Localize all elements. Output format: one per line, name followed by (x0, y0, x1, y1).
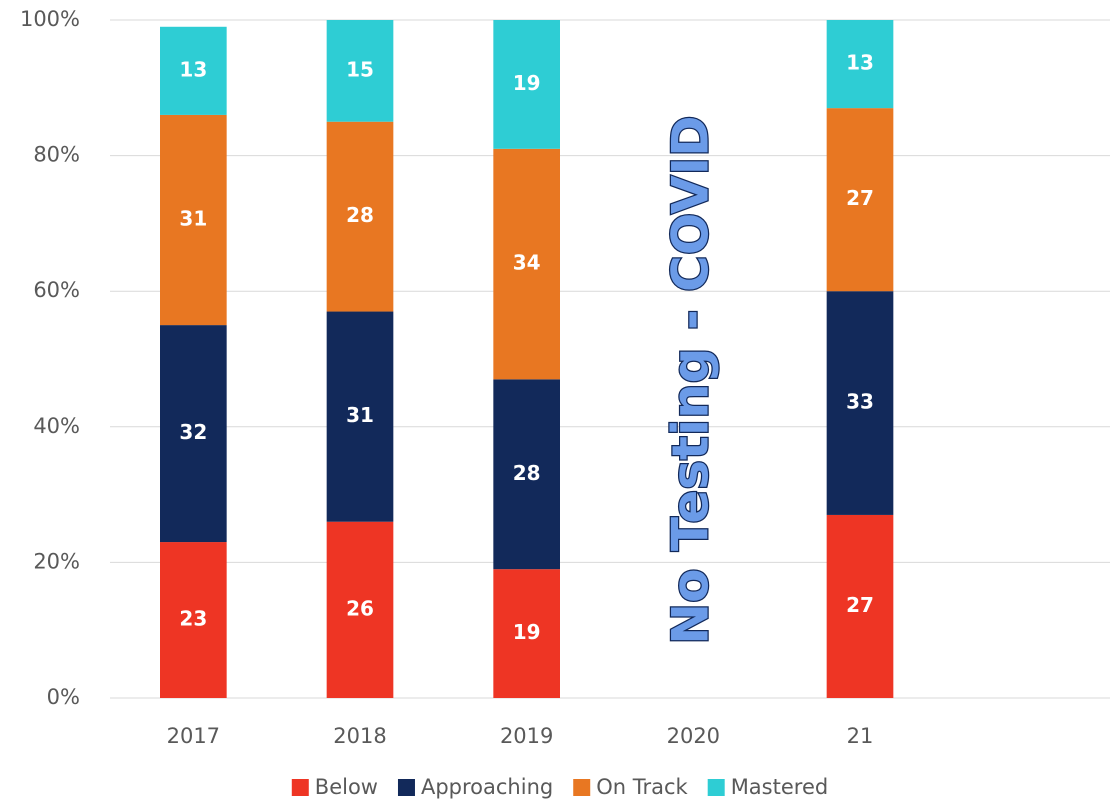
data-label: 31 (179, 207, 207, 231)
data-label: 27 (846, 186, 874, 210)
bar-segment (826, 20, 894, 109)
y-tick-label: 100% (20, 7, 80, 31)
bar-segment (826, 108, 894, 292)
legend-item: Below (291, 775, 378, 799)
data-label: 31 (346, 403, 374, 427)
legend-swatch (397, 779, 415, 796)
bar-segment (326, 20, 394, 122)
legend-label: Below (315, 775, 378, 799)
legend-label: Approaching (421, 775, 553, 799)
bar-segment (493, 20, 560, 149)
data-label: 27 (846, 593, 874, 617)
legend-swatch (291, 779, 309, 796)
data-label: 26 (346, 596, 374, 620)
bar-segment (160, 26, 227, 115)
bar-segment (493, 379, 560, 570)
data-label: 15 (346, 57, 374, 81)
legend-item: Mastered (707, 775, 829, 799)
legend-label: On Track (596, 775, 688, 799)
y-tick-label: 20% (33, 549, 80, 573)
data-label: 13 (846, 51, 874, 75)
legend-item: On Track (573, 775, 689, 799)
data-label: 28 (346, 203, 374, 227)
bar-segment (160, 325, 227, 543)
x-tick-label: 21 (847, 724, 874, 748)
bar-segment (160, 114, 227, 326)
annotation: No Testing - COVID (662, 115, 720, 644)
y-tick-label: 40% (33, 414, 80, 438)
bar-segment (326, 311, 394, 522)
bar-segment (326, 521, 394, 698)
x-tick-label: 2019 (500, 724, 553, 748)
legend-label: Mastered (731, 775, 829, 799)
x-tick-label: 2018 (333, 724, 386, 748)
x-tick-label: 2020 (667, 724, 720, 748)
data-label: 19 (513, 71, 541, 95)
y-tick-label: 80% (33, 143, 80, 167)
y-tick-label: 60% (33, 278, 80, 302)
data-label: 28 (513, 461, 541, 485)
data-label: 13 (179, 57, 207, 81)
data-label: 23 (179, 607, 207, 631)
data-label: 32 (179, 420, 207, 444)
legend-swatch (573, 779, 591, 796)
y-tick-label: 0% (47, 685, 80, 709)
bar-segment (826, 514, 894, 698)
data-label: 19 (513, 620, 541, 644)
bar-segment (493, 148, 560, 380)
legend-swatch (707, 779, 725, 796)
bar-segment (826, 291, 894, 515)
bar-segment (493, 569, 560, 698)
data-label: 34 (513, 251, 541, 275)
x-tick-label: 2017 (167, 724, 220, 748)
legend-item: Approaching (397, 775, 553, 799)
bar-segment (160, 542, 227, 698)
data-label: 33 (846, 390, 874, 414)
bar-segment (326, 121, 394, 312)
